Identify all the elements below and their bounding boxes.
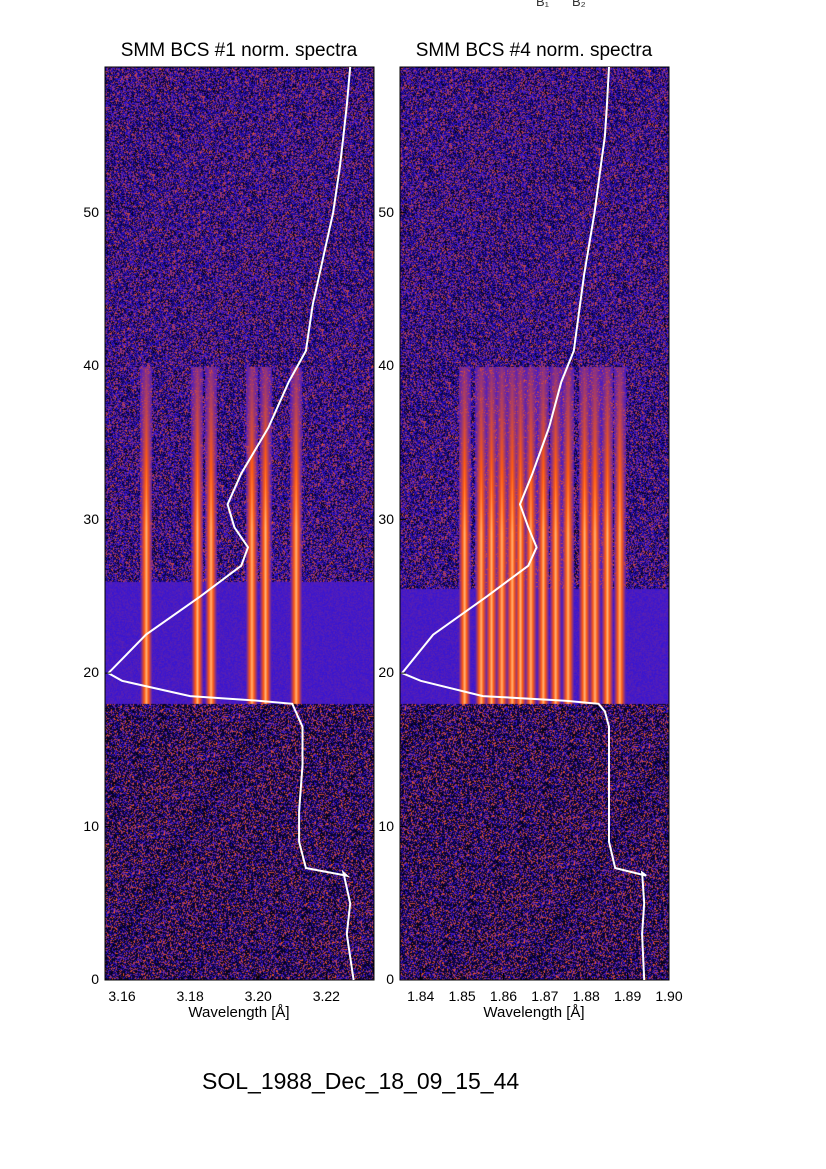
- panel-1-frame: [104, 66, 375, 981]
- panel-2-ytick-label: 50: [378, 203, 394, 220]
- panel-2-ytick-label: 40: [378, 357, 394, 374]
- panel-2-xtick-label: 1.88: [572, 988, 600, 1004]
- panel-1-ytick-label: 30: [83, 510, 99, 527]
- panel-1-xtick-label: 3.22: [312, 988, 340, 1004]
- corner-label-b1: B₁: [536, 0, 550, 9]
- panel-1-spectra-heatmap: [105, 67, 374, 980]
- panel-1-light-curve: [106, 66, 355, 981]
- panel-2-spectra-heatmap: [400, 67, 669, 980]
- panel-2-xtick-label: 1.90: [655, 988, 683, 1004]
- panel-1-xtick-label: 3.16: [108, 988, 136, 1004]
- panel-2-light-curve: [400, 66, 647, 981]
- panel-1-ytick-label: 20: [83, 664, 99, 681]
- panel-2-xtick-label: 1.84: [407, 988, 435, 1004]
- panel-2-xlabel: Wavelength [Å]: [483, 1004, 585, 1021]
- panel-1-ytick-label: 0: [91, 971, 99, 987]
- figure-caption: SOL_1988_Dec_18_09_15_44: [202, 1068, 520, 1094]
- panel-2-title: SMM BCS #4 norm. spectra: [415, 40, 653, 61]
- panel-1-title: SMM BCS #1 norm. spectra: [120, 40, 358, 61]
- panel-2-xtick-label: 1.86: [489, 988, 518, 1004]
- panel-1-xtick-label: 3.18: [176, 988, 204, 1004]
- panel-2-ytick-label: 20: [378, 664, 394, 681]
- corner-label-b2: B₂: [572, 0, 586, 9]
- panel-2-ytick-label: 30: [378, 510, 394, 527]
- panel-2-xtick-label: 1.87: [531, 988, 559, 1004]
- panel-1-ytick-label: 40: [83, 357, 99, 374]
- panel-1-ytick-label: 10: [83, 817, 99, 834]
- panel-1-ytick-label: 50: [83, 203, 99, 220]
- panel-2-xtick-label: 1.89: [613, 988, 642, 1004]
- panel-2-ytick-label: 10: [378, 817, 394, 834]
- panel-2-frame: [399, 66, 670, 981]
- panel-1-xtick-label: 3.20: [244, 988, 272, 1004]
- panel-1-xlabel: Wavelength [Å]: [188, 1004, 290, 1021]
- panel-2-xtick-label: 1.85: [448, 988, 476, 1004]
- panel-2-ytick-label: 0: [386, 971, 394, 987]
